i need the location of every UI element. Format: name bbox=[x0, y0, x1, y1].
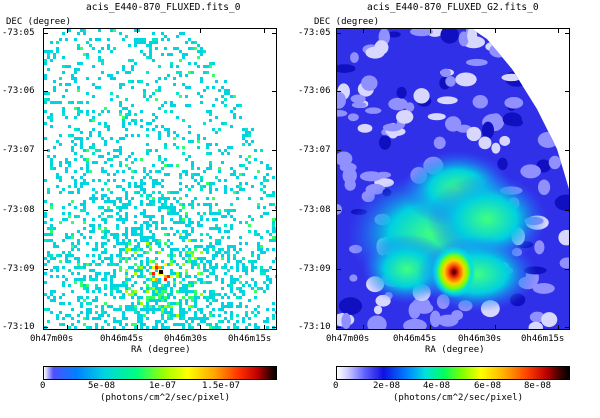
axis-tick bbox=[272, 150, 277, 151]
axis-tick bbox=[336, 269, 341, 270]
axis-tick bbox=[272, 210, 277, 211]
left-x-tick: 0h46m30s bbox=[164, 334, 208, 344]
left-x-tick: 0h46m15s bbox=[228, 334, 272, 344]
left-colorbar bbox=[43, 366, 277, 380]
axis-tick bbox=[43, 210, 48, 211]
right-colorbar-tick: 2e-08 bbox=[373, 381, 401, 391]
axis-tick bbox=[565, 327, 570, 328]
axis-tick bbox=[430, 28, 431, 33]
right-x-tick: 0h47m00s bbox=[326, 334, 370, 344]
right-x-tick: 0h46m30s bbox=[458, 334, 502, 344]
right-y-tick: -73:07 bbox=[298, 145, 331, 155]
right-panel-title: acis_E440-870_FLUXED_G2.fits_0 bbox=[367, 2, 539, 13]
axis-tick bbox=[137, 28, 138, 33]
axis-tick bbox=[264, 325, 265, 330]
axis-tick bbox=[67, 325, 68, 330]
left-y-axis-title: DEC (degree) bbox=[6, 17, 72, 27]
axis-tick bbox=[363, 325, 364, 330]
axis-tick bbox=[336, 150, 341, 151]
axis-tick bbox=[137, 325, 138, 330]
left-colorbar-label: (photons/cm^2/sec/pixel) bbox=[100, 393, 231, 403]
right-colorbar-tick: 6e-08 bbox=[474, 381, 502, 391]
axis-tick bbox=[430, 325, 431, 330]
axis-tick bbox=[272, 327, 277, 328]
axis-tick bbox=[558, 28, 559, 33]
axis-tick bbox=[363, 28, 364, 33]
right-colorbar-tick: 0 bbox=[333, 381, 339, 391]
axis-tick bbox=[272, 269, 277, 270]
right-colorbar bbox=[336, 366, 570, 380]
axis-tick bbox=[565, 269, 570, 270]
right-y-tick: -73:09 bbox=[298, 264, 331, 274]
left-y-tick: -73:09 bbox=[2, 264, 35, 274]
axis-tick bbox=[43, 33, 48, 34]
right-y-tick: -73:08 bbox=[298, 205, 331, 215]
left-y-tick: -73:08 bbox=[2, 205, 35, 215]
right-image-plot[interactable] bbox=[336, 28, 570, 330]
axis-tick bbox=[558, 325, 559, 330]
right-colorbar-tick: 8e-08 bbox=[524, 381, 552, 391]
axis-tick bbox=[565, 33, 570, 34]
left-colorbar-tick: 1.5e-07 bbox=[202, 381, 240, 391]
left-x-tick: 0h47m00s bbox=[30, 334, 74, 344]
axis-tick bbox=[336, 327, 341, 328]
left-image-plot[interactable] bbox=[43, 28, 277, 330]
left-x-axis-title: RA (degree) bbox=[131, 345, 191, 355]
left-y-tick: -73:10 bbox=[2, 322, 35, 332]
axis-tick bbox=[200, 325, 201, 330]
right-x-axis-title: RA (degree) bbox=[425, 345, 485, 355]
left-y-tick: -73:06 bbox=[2, 86, 35, 96]
axis-tick bbox=[336, 33, 341, 34]
right-y-tick: -73:05 bbox=[298, 28, 331, 38]
axis-tick bbox=[264, 28, 265, 33]
left-image-canvas bbox=[44, 29, 276, 329]
right-y-tick: -73:10 bbox=[298, 322, 331, 332]
axis-tick bbox=[43, 327, 48, 328]
axis-tick bbox=[565, 91, 570, 92]
axis-tick bbox=[43, 269, 48, 270]
axis-tick bbox=[495, 28, 496, 33]
left-y-tick: -73:07 bbox=[2, 145, 35, 155]
right-image-canvas bbox=[337, 29, 569, 329]
left-colorbar-tick: 0 bbox=[40, 381, 46, 391]
left-panel-title: acis_E440-870_FLUXED.fits_0 bbox=[86, 2, 241, 13]
axis-tick bbox=[43, 91, 48, 92]
axis-tick bbox=[67, 28, 68, 33]
left-colorbar-tick: 1e-07 bbox=[149, 381, 177, 391]
left-y-tick: -73:05 bbox=[2, 28, 35, 38]
axis-tick bbox=[565, 210, 570, 211]
axis-tick bbox=[43, 150, 48, 151]
axis-tick bbox=[272, 33, 277, 34]
axis-tick bbox=[336, 210, 341, 211]
axis-tick bbox=[565, 150, 570, 151]
axis-tick bbox=[272, 91, 277, 92]
axis-tick bbox=[200, 28, 201, 33]
right-colorbar-label: (photons/cm^2/sec/pixel) bbox=[393, 393, 524, 403]
right-x-tick: 0h46m15s bbox=[521, 334, 565, 344]
axis-tick bbox=[336, 91, 341, 92]
axis-tick bbox=[495, 325, 496, 330]
right-colorbar-tick: 4e-08 bbox=[423, 381, 451, 391]
right-x-tick: 0h46m45s bbox=[393, 334, 437, 344]
right-y-axis-title: DEC (degree) bbox=[314, 17, 380, 27]
right-y-tick: -73:06 bbox=[298, 86, 331, 96]
left-colorbar-tick: 5e-08 bbox=[88, 381, 116, 391]
left-x-tick: 0h46m45s bbox=[100, 334, 144, 344]
